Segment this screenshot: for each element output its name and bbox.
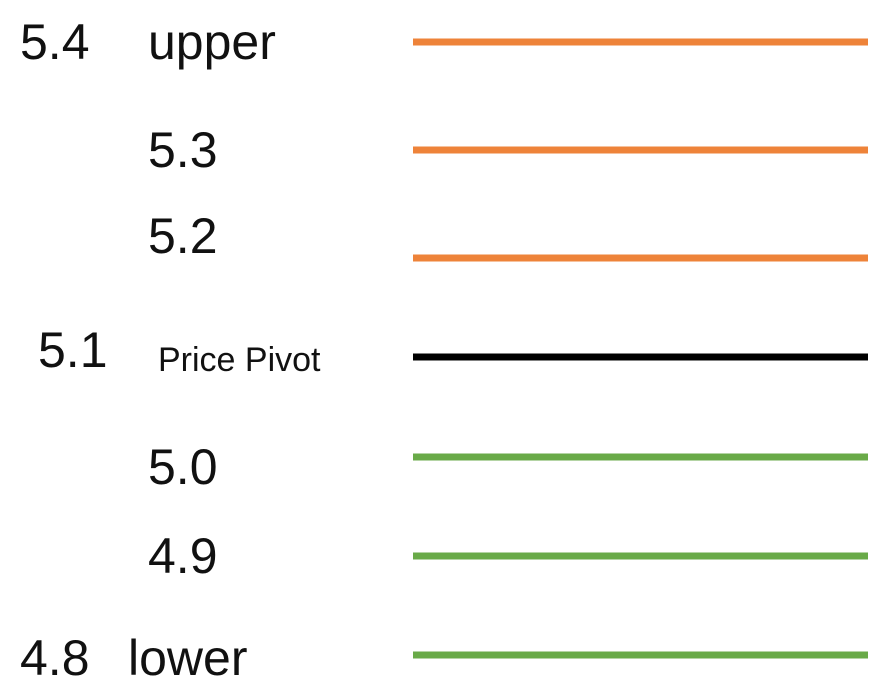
- resistance-line: [413, 38, 868, 46]
- price-label: 5.0: [148, 439, 218, 495]
- price-label: 5.1: [38, 322, 108, 378]
- price-label: 5.2: [148, 208, 218, 264]
- level-tag-pivot: Price Pivot: [158, 341, 321, 379]
- support-line: [413, 453, 868, 461]
- price-label: 5.3: [148, 122, 218, 178]
- price-label: 4.8: [20, 630, 90, 686]
- support-line: [413, 552, 868, 560]
- level-tag-lower: lower: [128, 630, 248, 686]
- price-label: 4.9: [148, 528, 218, 584]
- pivot-line: [413, 353, 868, 361]
- level-tag-upper: upper: [148, 14, 276, 70]
- price-label: 5.4: [20, 14, 90, 70]
- support-line: [413, 651, 868, 659]
- resistance-line: [413, 254, 868, 262]
- resistance-line: [413, 146, 868, 154]
